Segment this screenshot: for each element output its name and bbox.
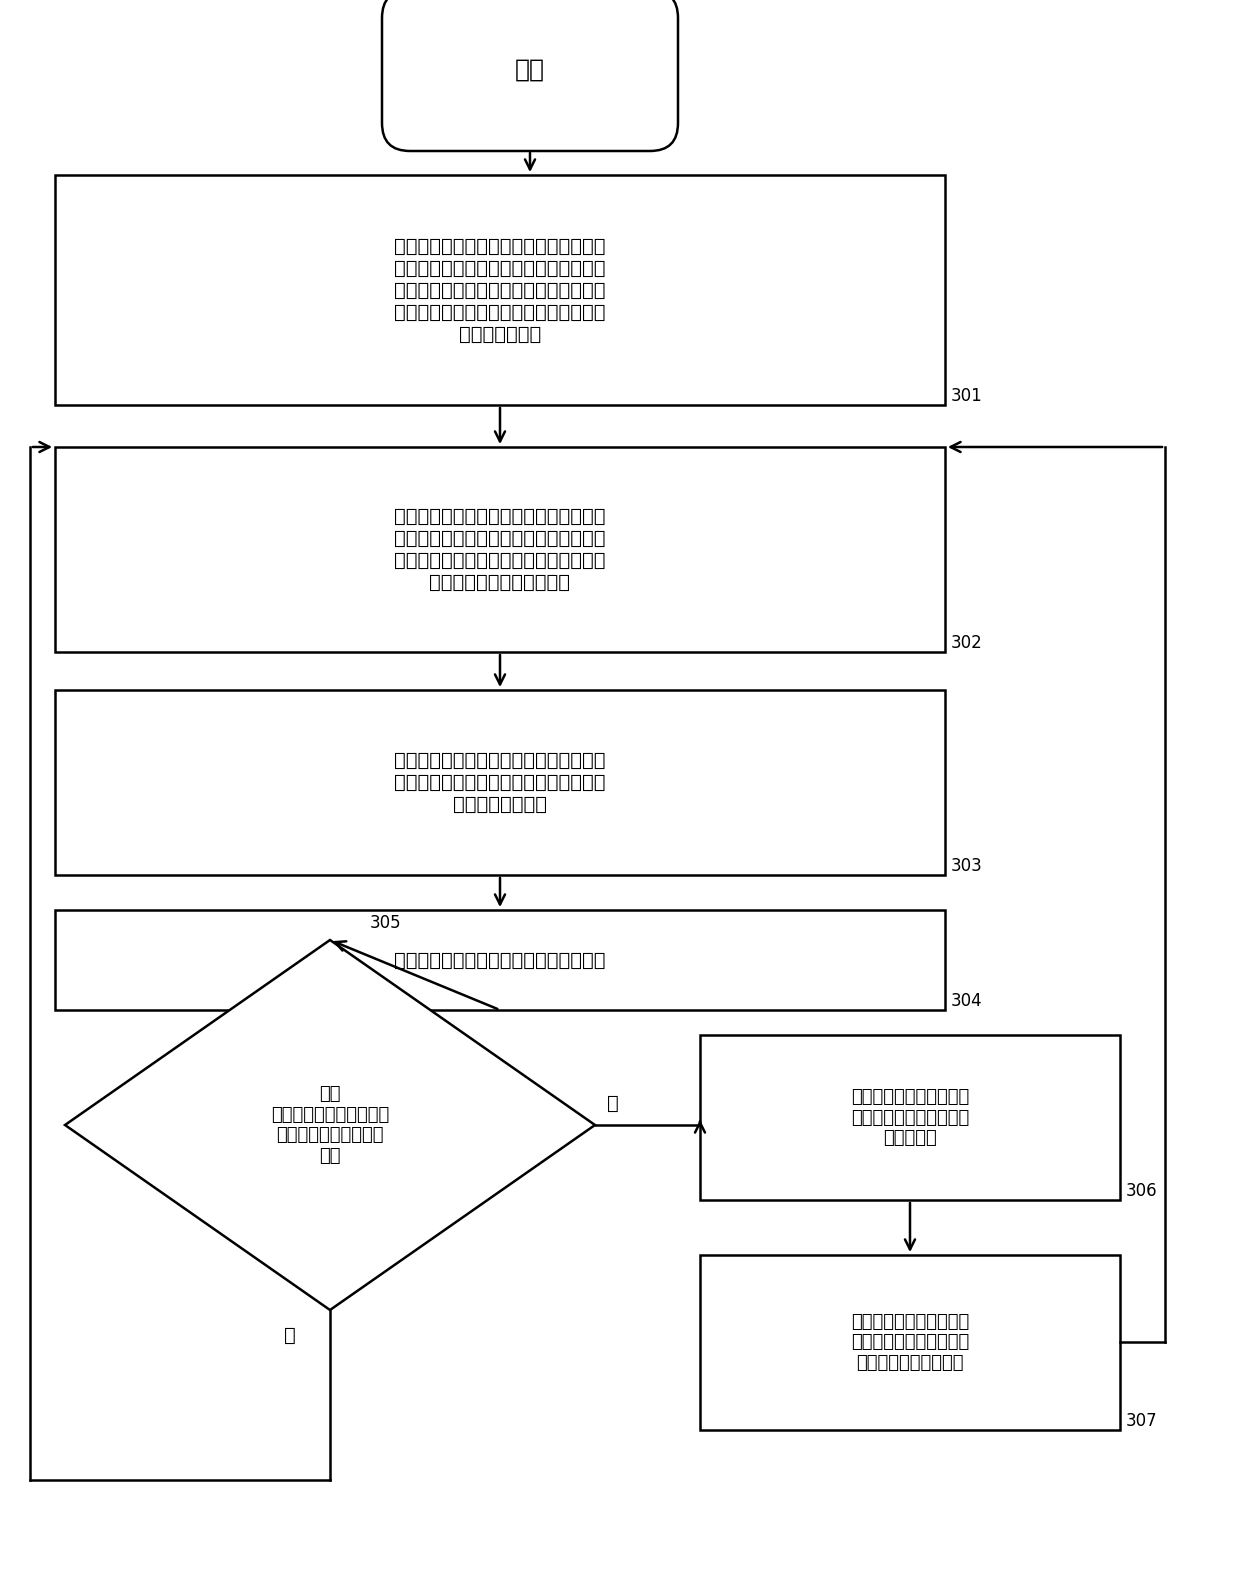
Text: 根据移动终端在当前时刻检测到的移动步
数、移动方向和每个粒子的移动步长，将
前一时刻粒子集中的每个粒子的位置信息
进行更新以得到当前粒子集: 根据移动终端在当前时刻检测到的移动步 数、移动方向和每个粒子的移动步长，将 前一… [394,507,606,592]
Bar [701,1036,1120,1199]
Text: 判断
当前粒子集中粒子的聚合
度是否高于第一聚合度
阈値: 判断 当前粒子集中粒子的聚合 度是否高于第一聚合度 阈値 [270,1084,389,1165]
Text: 302: 302 [951,634,983,652]
Text: 否: 否 [284,1325,296,1344]
Text: 305: 305 [370,914,402,932]
Text: 301: 301 [951,387,983,405]
Text: 获取当前粒子集中评分高
于第一评分阈値的各粒子
的移动步长: 获取当前粒子集中评分高 于第一评分阈値的各粒子 的移动步长 [851,1088,970,1147]
Polygon shape [64,940,595,1310]
Bar [701,1254,1120,1431]
Text: 是: 是 [608,1094,619,1113]
Bar [55,689,945,875]
FancyBboxPatch shape [382,0,678,151]
Text: 304: 304 [951,992,982,1011]
Bar [55,175,945,405]
Text: 306: 306 [1126,1182,1158,1199]
Text: 根据所获取的移动步长，
更新评分低于第一评分阈
値的各粒子的移动步长: 根据所获取的移动步长， 更新评分低于第一评分阈 値的各粒子的移动步长 [851,1313,970,1373]
Text: 将移动终端接收的电磁信号的信号指纹与
预先生成的信号指纹地图中的信号指纹进
行匹配，根据匹配结果生成初始粒子集，
并给该初始粒子集中的每个粒子随机分配
不同的移: 将移动终端接收的电磁信号的信号指纹与 预先生成的信号指纹地图中的信号指纹进 行匹… [394,236,606,343]
Text: 根据当前粒子集中每个粒子的位置信息和
当前时刻接收到的信号指纹，对每个粒子
的可用性进行评分: 根据当前粒子集中每个粒子的位置信息和 当前时刻接收到的信号指纹，对每个粒子 的可… [394,751,606,814]
Text: 根据评分计算当前粒子集中粒子的聚合度: 根据评分计算当前粒子集中粒子的聚合度 [394,951,606,970]
Bar [55,447,945,652]
Text: 303: 303 [951,856,983,875]
Text: 307: 307 [1126,1412,1158,1431]
Bar [55,910,945,1011]
Text: 开始: 开始 [515,58,546,82]
